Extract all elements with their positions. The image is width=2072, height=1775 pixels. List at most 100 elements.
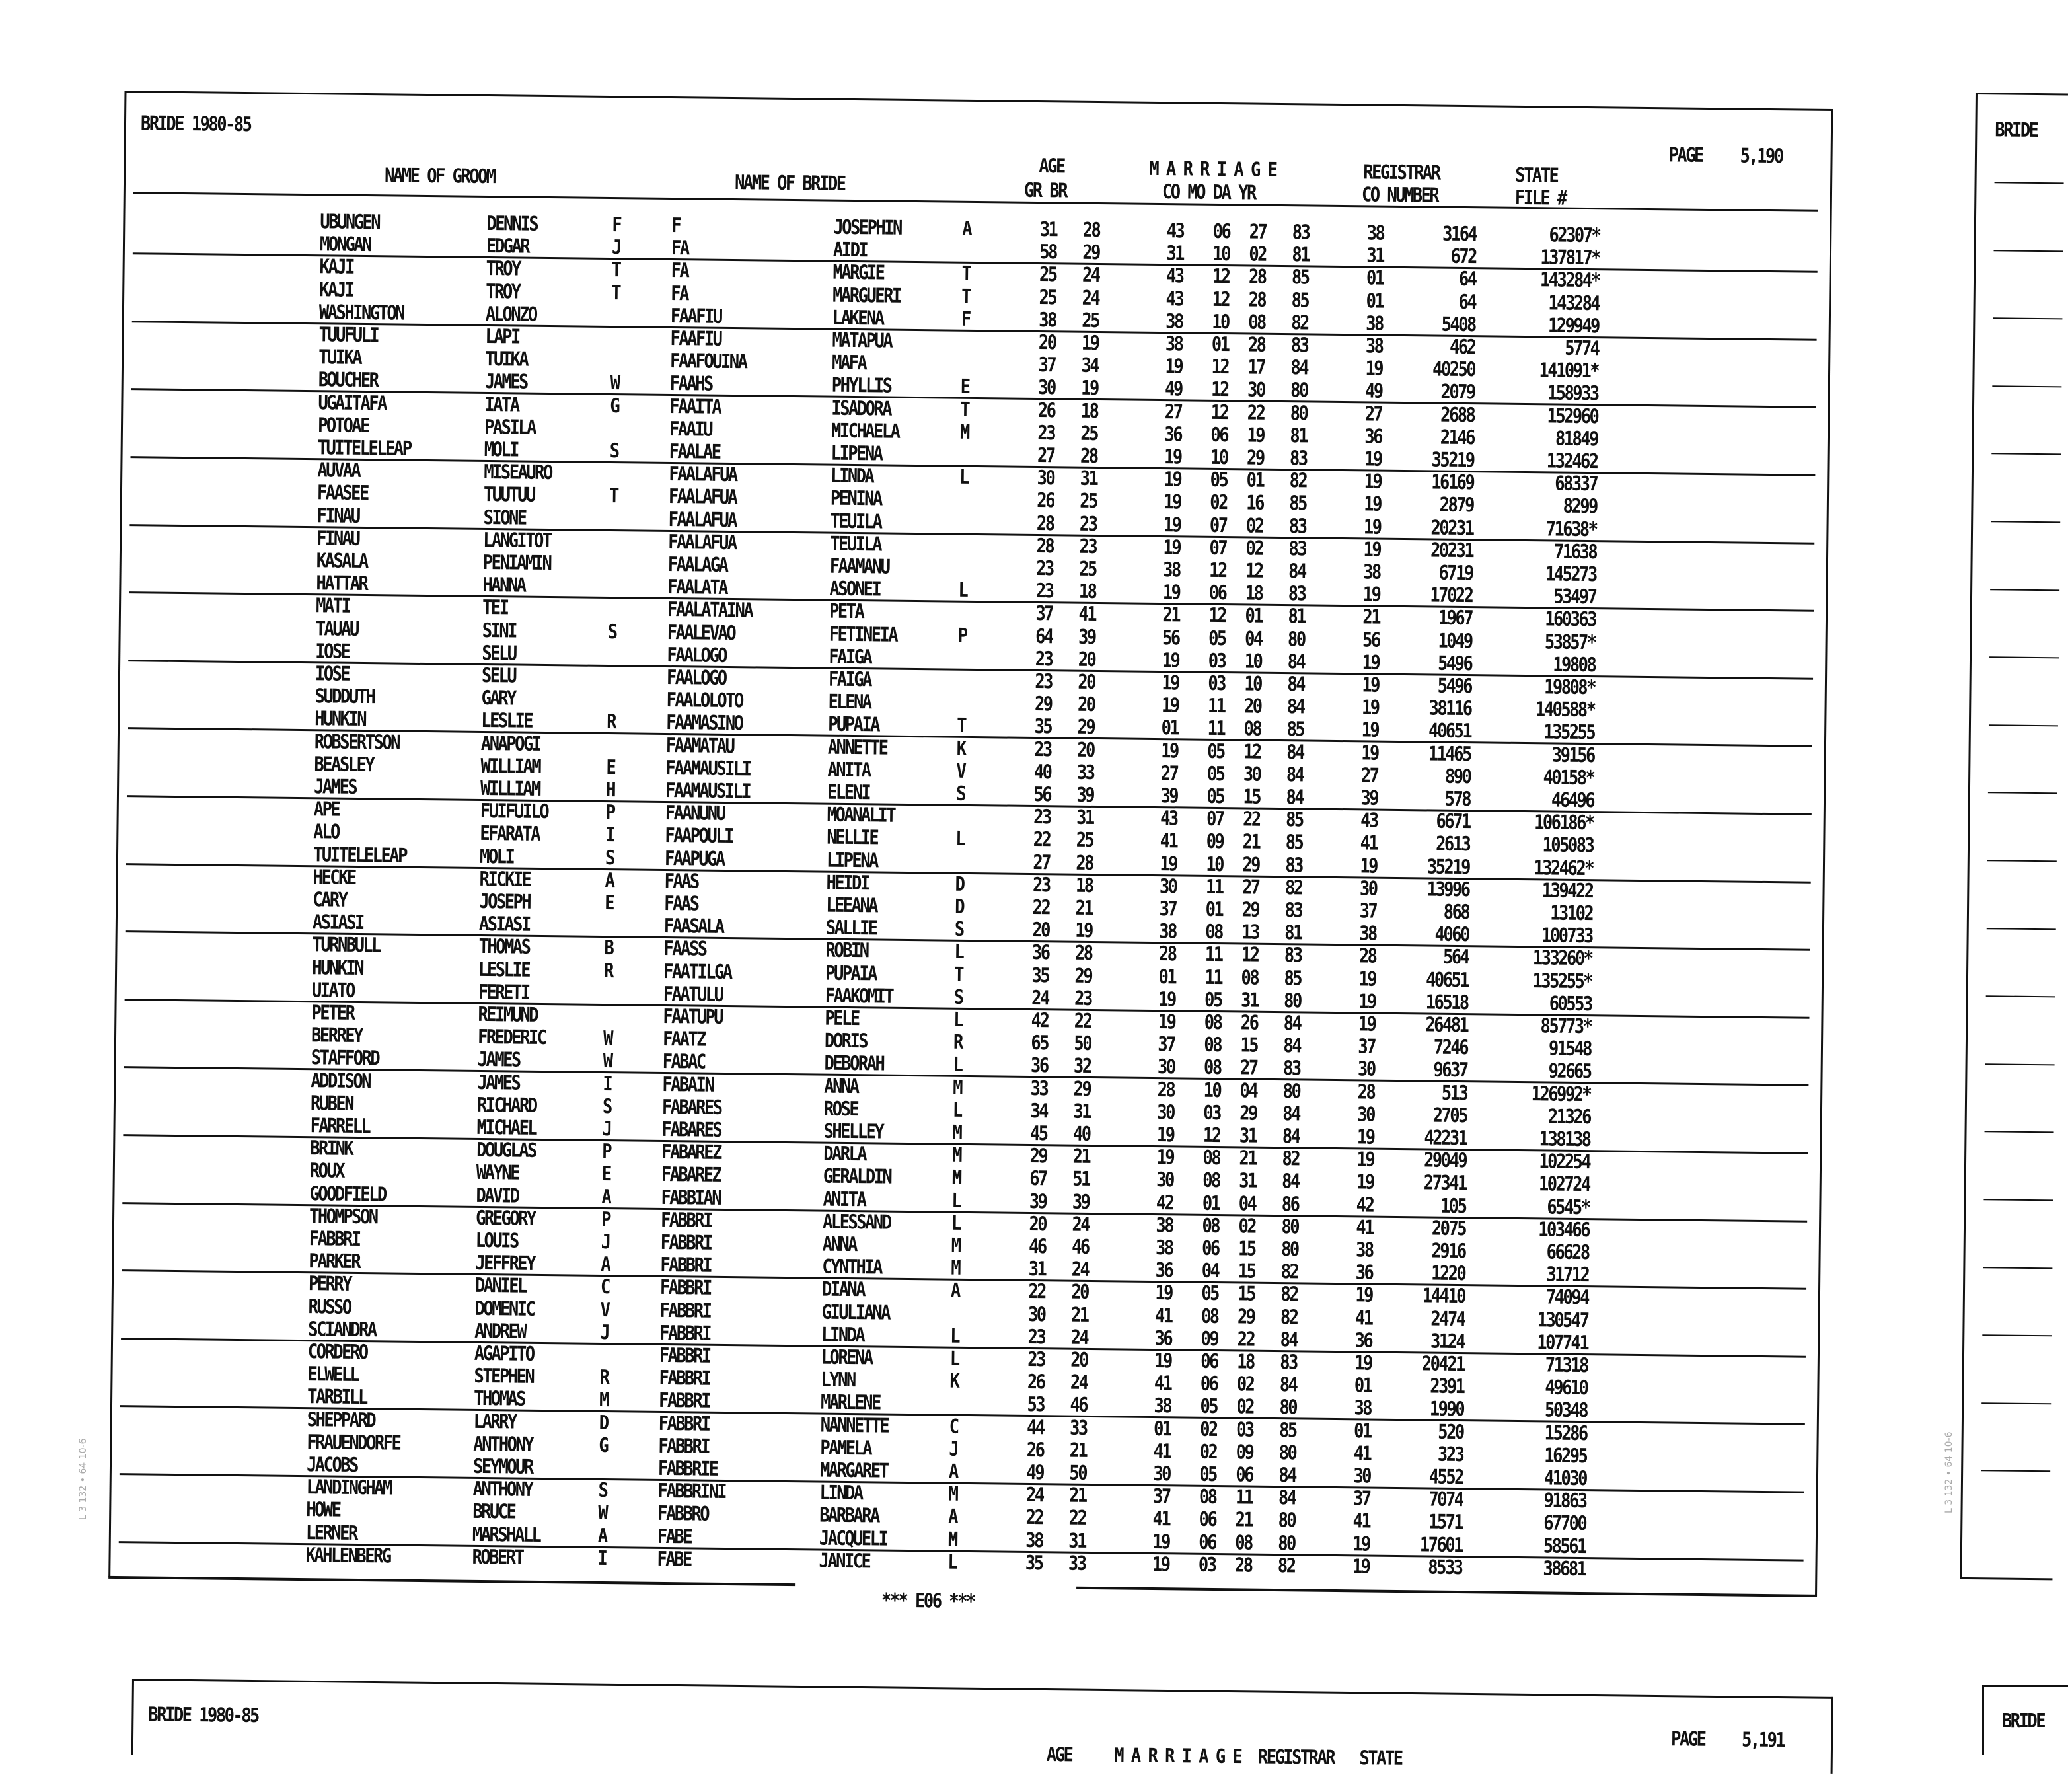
table-row: HUNKIN LESLIE R FAAMASINO PUPAIA T 35 29 01 11 08 8…	[0, 0, 1850, 745]
state-file-number: 46496	[1551, 788, 1594, 813]
table-row: ASIASI ASIASI FAASALA SALLIE S 20 19 38 08 13 81 38…	[0, 0, 1850, 948]
groom-surname: FAASEE	[316, 481, 368, 506]
groom-middle-initial: A	[605, 868, 614, 892]
table-row: TAUAU SINI S FAALEVAO FETINEIA P 64 39 56 05 04 80 5…	[0, 0, 1850, 654]
groom-given-name: GREGORY	[475, 1206, 535, 1230]
bride-given-name: SALLIE	[825, 916, 877, 940]
groom-middle-initial: I	[597, 1546, 607, 1570]
registrar-number: 1571	[1428, 1510, 1463, 1534]
bride-surname: FABARES	[661, 1095, 722, 1119]
bride-surname: FAAMAUSILI	[665, 778, 751, 804]
bride-surname: FAATUPU	[663, 1004, 723, 1029]
registrar-number: 1049	[1438, 629, 1472, 653]
table-row: UIATO FERETI FAATULU FAAKOMIT S 24 23 19 05 31 80 1…	[0, 0, 1850, 1016]
state-file-number: 67700	[1543, 1511, 1586, 1536]
table-row: HOWE BRUCE W FABBRO BARBARA A 22 22 41 06 21 80 41 15…	[0, 0, 1850, 1536]
groom-given-name: PASILA	[484, 415, 536, 439]
state-file-number: 145273	[1545, 562, 1596, 587]
bride-surname: FAASS	[663, 937, 706, 962]
groom-given-name: FREDERIC	[477, 1026, 546, 1050]
bride-given-name: DEBORAH	[824, 1051, 884, 1076]
table-row: SCIANDRA ANDREW J FABBRI LINDA L 23 24 36 09 22 84 3…	[0, 0, 1850, 1355]
registrar-number: 13996	[1426, 878, 1469, 901]
table-row: TUITELELEAP MOLI S FAALAE LIPENA 27 28 19 10 29 83…	[0, 0, 1850, 473]
bride-surname: FABBRI	[659, 1276, 711, 1301]
registrar-number: 6719	[1438, 561, 1473, 585]
groom-surname: TAUAU	[315, 617, 358, 641]
table-row: KAJI TROY T FA MARGUERI T 25 24 43 12 28 85 01 64 1432…	[0, 0, 1850, 315]
groom-surname: TARBILL	[307, 1385, 367, 1410]
report-title: BRIDE 1980-85	[140, 112, 251, 137]
groom-middle-initial: S	[598, 1479, 607, 1503]
groom-surname: HECKE	[313, 866, 355, 889]
bride-surname: FAASALA	[663, 915, 723, 939]
bride-surname: FAAFOUINA	[669, 350, 747, 374]
adjacent-page-frame	[1960, 93, 2068, 1581]
table-row: SUDDUTH GARY FAALOLOTO ELENA 29 20 19 11 20 84 19 3…	[0, 0, 1850, 722]
groom-middle-initial: P	[601, 1207, 610, 1231]
state-file-number: 81849	[1555, 427, 1598, 451]
header-registrar: REGISTRAR	[1363, 161, 1440, 185]
registrar-number: 35219	[1426, 855, 1470, 879]
state-file-number: 158933	[1547, 381, 1598, 406]
state-file-number: 40158*	[1543, 766, 1594, 790]
groom-middle-initial: E	[601, 1162, 610, 1186]
registrar-number: 1967	[1438, 607, 1473, 630]
groom-surname: BOUCHER	[318, 368, 378, 393]
bride-given-name: DARLA	[823, 1142, 866, 1166]
groom-surname: ROBSERTSON	[314, 730, 400, 755]
registrar-number: 5408	[1441, 313, 1476, 336]
bride-surname: FABBRI	[660, 1208, 712, 1232]
state-file-number: 71638	[1553, 540, 1597, 564]
groom-surname: SUDDUTH	[314, 685, 375, 709]
bride-given-name: ELENI	[827, 780, 870, 805]
header-name-of-bride: NAME OF BRIDE	[734, 171, 845, 196]
groom-surname: ADDISON	[311, 1069, 371, 1093]
state-file-number: 103466	[1537, 1218, 1590, 1242]
groom-surname: RUBEN	[310, 1091, 353, 1115]
registrar-number: 40651	[1428, 719, 1471, 743]
groom-given-name: LESLIE	[481, 709, 533, 734]
bride-given-name: CYNTHIA	[822, 1255, 882, 1279]
registrar-number: 2705	[1432, 1104, 1467, 1127]
state-file-number: 58561	[1543, 1534, 1586, 1558]
table-row: FAASEE TUUTUU T FAALAFUA PENINA 26 25 19 02 16 85 1…	[0, 0, 1850, 519]
registrar-number: 5496	[1437, 674, 1472, 699]
groom-middle-initial: P	[605, 801, 614, 825]
state-file-number: 39156	[1551, 743, 1594, 767]
registrar-number: 11465	[1428, 742, 1471, 766]
groom-given-name: TUIKA	[484, 348, 528, 371]
groom-given-name: ANDREW	[474, 1319, 526, 1343]
bride-given-name: JOSEPHIN	[833, 215, 901, 240]
bride-given-name: MATAPUA	[832, 328, 892, 353]
groom-surname: PARKER	[309, 1250, 360, 1274]
bride-given-name: MOANALIT	[827, 803, 895, 827]
groom-surname: FRAUENDORFE	[307, 1430, 400, 1455]
table-row: MATI TEI FAALATAINA PETA 37 41 21 12 01 81 21 1967 1…	[0, 0, 1850, 632]
state-file-number: 19808*	[1543, 675, 1596, 700]
bride-given-name: ISADORA	[831, 397, 891, 421]
microfiche-page-5191: BRIDE 1980-85 PAGE 5,191 AGE M A R R I A…	[131, 1679, 1837, 1774]
table-row: ALO EFARATA I FAAPOULI NELLIE L 22 25 41 09 21 85 41…	[0, 0, 1850, 858]
bride-given-name: LORENA	[821, 1345, 872, 1370]
bride-given-name: JACQUELI	[819, 1527, 887, 1551]
bride-given-name: ANNA	[824, 1075, 858, 1098]
bride-given-name: PUPAIA	[825, 962, 877, 986]
groom-surname: LANDINGHAM	[306, 1476, 391, 1500]
state-file-number: 71638*	[1545, 517, 1597, 541]
groom-middle-initial: J	[602, 1117, 611, 1141]
margin-stamp: L 3 132 • 64 10-6	[78, 1438, 89, 1520]
bride-surname: FABAIN	[662, 1073, 714, 1097]
bride-surname: FABBRI	[659, 1343, 710, 1368]
bride-given-name: FETINEIA	[829, 623, 897, 647]
groom-surname: UIATO	[311, 978, 355, 1002]
state-file-number: 49610	[1545, 1376, 1588, 1400]
registrar-number: 29049	[1423, 1149, 1467, 1173]
table-row: TUUFULI LAPI FAAFIU MATAPUA 20 19 38 01 28 83 38 46…	[0, 0, 1850, 360]
groom-given-name: LESLIE	[478, 958, 530, 982]
groom-surname: KAHLENBERG	[305, 1543, 390, 1568]
registrar-number: 20421	[1421, 1352, 1464, 1377]
bride-surname: FAAPUGA	[664, 847, 724, 871]
bride-given-name: FAAKOMIT	[825, 984, 893, 1008]
groom-given-name: RICKIE	[479, 867, 531, 891]
